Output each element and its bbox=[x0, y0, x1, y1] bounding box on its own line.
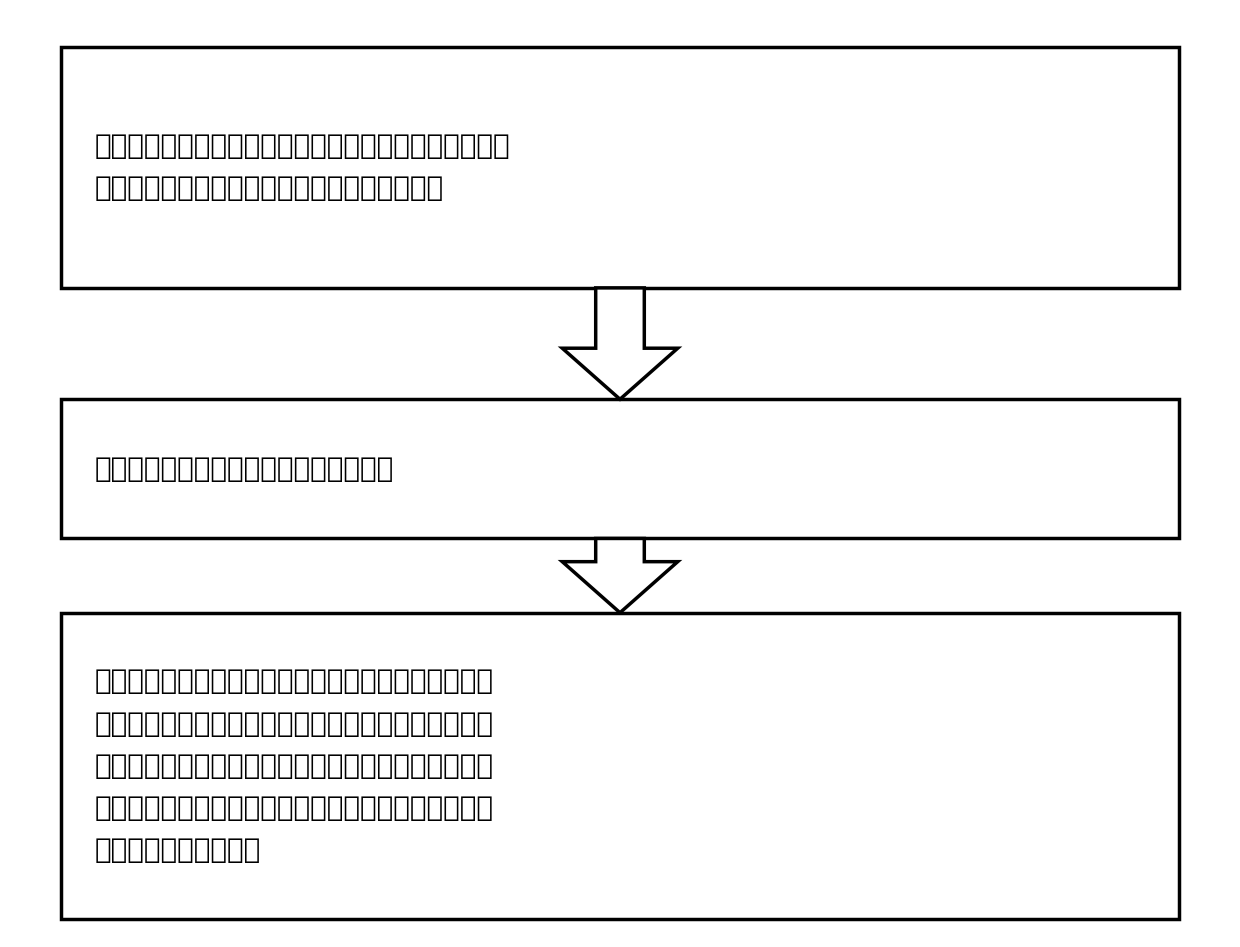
FancyBboxPatch shape bbox=[61, 400, 1179, 539]
FancyBboxPatch shape bbox=[61, 46, 1179, 288]
Polygon shape bbox=[562, 539, 678, 613]
FancyBboxPatch shape bbox=[61, 613, 1179, 919]
Polygon shape bbox=[562, 288, 678, 400]
Text: 步骤三，当暂态阻抗变化值小于阈值时，判断为正向故
障；当暂态阻抗变化值大于阈值，判断为反向故障或无
故障；当诊断为正向故障时，若暂态功率大于门槛值，
则判断为直: 步骤三，当暂态阻抗变化值小于阈值时，判断为正向故 障；当暂态阻抗变化值大于阈值，… bbox=[95, 668, 494, 865]
Text: 步骤一，实时获取线路测量点处的电压和电流，通过滤波
分别获得电压频带暂态分量和电流频带暂态分量: 步骤一，实时获取线路测量点处的电压和电流，通过滤波 分别获得电压频带暂态分量和电… bbox=[95, 132, 511, 203]
Text: 步骤二，计算暂态阻抗变化值和暂态功率: 步骤二，计算暂态阻抗变化值和暂态功率 bbox=[95, 455, 394, 483]
